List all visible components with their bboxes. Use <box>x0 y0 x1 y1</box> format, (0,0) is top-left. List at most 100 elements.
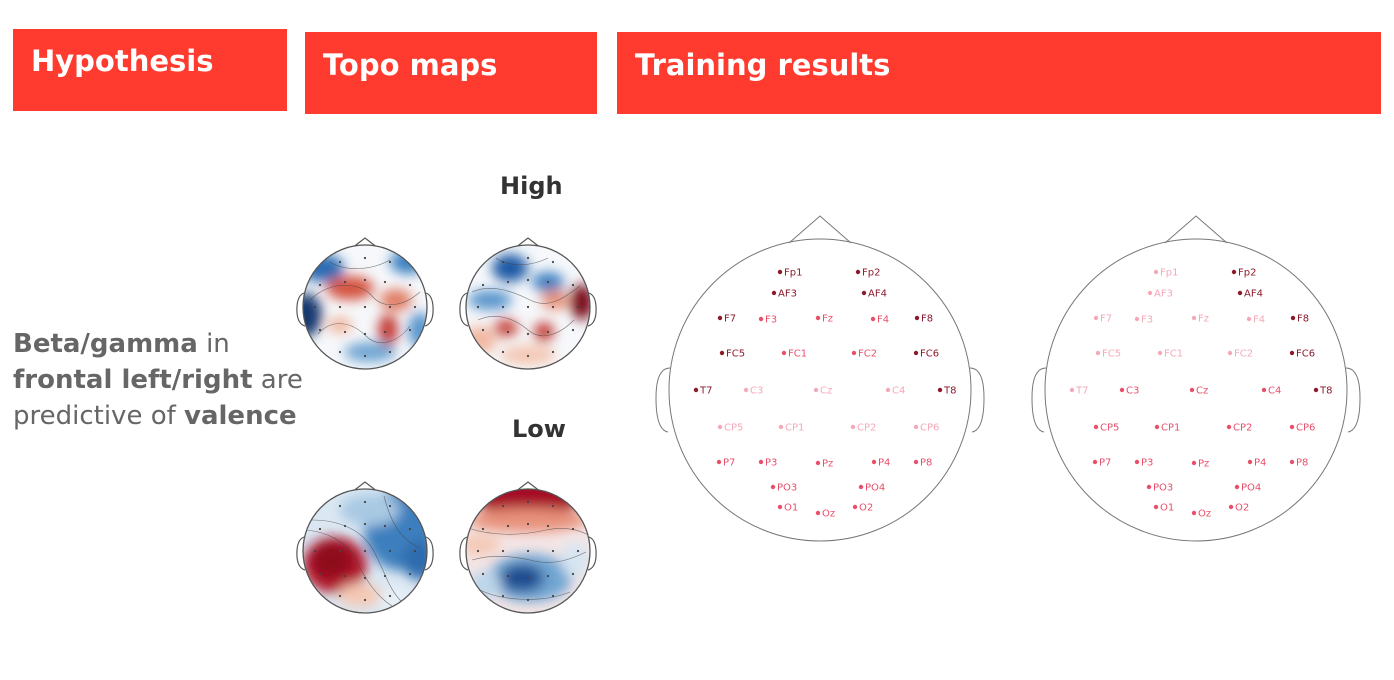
hyp-beta-gamma: Beta/gamma <box>13 329 198 359</box>
electrode-label-p8: P8 <box>920 458 932 469</box>
electrode-dot-fc5 <box>719 350 725 356</box>
electrode-label-po4: PO4 <box>865 483 885 494</box>
electrode-dot-p8 <box>913 459 919 465</box>
electrode-dot-f4 <box>1246 316 1252 322</box>
electrode-label-p7: P7 <box>1099 458 1111 469</box>
electrodes-right: Fp1 Fp2 AF3 AF4 F7 F3 Fz F4 F8 FC5 FC1 FC2 FC6 T7 C3 Cz… <box>1069 268 1332 520</box>
training-head-right: Fp1 Fp2 AF3 AF4 F7 F3 Fz F4 F8 FC5 FC1 FC2 FC6 T7 C3 Cz… <box>1031 215 1361 542</box>
electrode-label-c4: C4 <box>1268 386 1281 397</box>
electrode-label-fc1: FC1 <box>788 349 807 360</box>
electrode-dot-o1 <box>777 504 783 510</box>
electrode-dot-fc1 <box>781 350 787 356</box>
electrode-dot-fz <box>815 315 821 321</box>
electrode-label-fc1: FC1 <box>1164 349 1183 360</box>
electrode-label-p8: P8 <box>1296 458 1308 469</box>
electrode-label-fc2: FC2 <box>1234 349 1253 360</box>
electrode-label-f8: F8 <box>921 314 933 325</box>
electrode-label-cp2: CP2 <box>1233 423 1252 434</box>
header-topo-maps: Topo maps <box>305 32 597 114</box>
electrode-dot-p4 <box>1247 459 1253 465</box>
electrode-dot-f3 <box>1134 316 1140 322</box>
electrode-dot-fc6 <box>1289 350 1295 356</box>
electrode-dot-fp2 <box>855 269 861 275</box>
electrode-label-f3: F3 <box>765 315 777 326</box>
electrode-label-fc5: FC5 <box>726 349 745 360</box>
electrode-dot-po4 <box>1234 484 1240 490</box>
topo-low-label: Low <box>512 415 566 443</box>
electrode-dot-o2 <box>852 504 858 510</box>
electrode-label-t7: T7 <box>1075 386 1088 397</box>
electrode-label-cp1: CP1 <box>1161 423 1180 434</box>
electrode-dot-p8 <box>1289 459 1295 465</box>
electrode-label-fp2: Fp2 <box>1238 268 1256 279</box>
electrode-label-f4: F4 <box>1253 315 1265 326</box>
electrode-label-po3: PO3 <box>777 483 797 494</box>
electrode-dot-c3 <box>1119 387 1125 393</box>
electrode-label-af3: AF3 <box>1154 289 1173 300</box>
electrodes-left: Fp1 Fp2 AF3 AF4 F7 F3 Fz F4 F8 FC5 FC1 FC2 FC6 T7 C3 Cz… <box>693 268 956 520</box>
electrode-label-fp1: Fp1 <box>784 268 802 279</box>
electrode-dot-fz <box>1191 315 1197 321</box>
hyp-in: in <box>197 329 230 359</box>
topomap-low-1 <box>296 481 434 614</box>
electrode-label-af4: AF4 <box>868 289 887 300</box>
electrode-dot-fc2 <box>1227 350 1233 356</box>
electrode-label-cp1: CP1 <box>785 423 804 434</box>
electrode-dot-pz <box>815 460 821 466</box>
electrode-dot-fc1 <box>1157 350 1163 356</box>
electrode-label-t8: T8 <box>1319 386 1332 397</box>
electrode-label-f8: F8 <box>1297 314 1309 325</box>
electrode-dot-af4 <box>861 290 867 296</box>
electrode-dot-t8 <box>1313 387 1319 393</box>
electrode-label-fz: Fz <box>822 314 833 325</box>
electrode-dot-po3 <box>770 484 776 490</box>
electrode-dot-o1 <box>1153 504 1159 510</box>
electrode-dot-f7 <box>1093 315 1099 321</box>
electrode-label-c3: C3 <box>1126 386 1139 397</box>
electrode-label-fc6: FC6 <box>920 349 939 360</box>
electrode-label-c3: C3 <box>750 386 763 397</box>
electrode-dot-fp1 <box>777 269 783 275</box>
electrode-label-t7: T7 <box>699 386 712 397</box>
electrode-dot-f8 <box>914 315 920 321</box>
electrode-label-fp2: Fp2 <box>862 268 880 279</box>
electrode-dot-c4 <box>885 387 891 393</box>
electrode-dot-af3 <box>1147 290 1153 296</box>
electrode-dot-pz <box>1191 460 1197 466</box>
electrode-label-fc6: FC6 <box>1296 349 1315 360</box>
electrode-dot-p7 <box>716 459 722 465</box>
training-head-left: Fp1 Fp2 AF3 AF4 F7 F3 Fz F4 F8 FC5 FC1 FC2 FC6 T7 C3 Cz… <box>655 215 985 542</box>
electrode-label-fc2: FC2 <box>858 349 877 360</box>
electrode-dot-cp2 <box>1226 424 1232 430</box>
hyp-valence: valence <box>184 401 297 431</box>
electrode-dot-f8 <box>1290 315 1296 321</box>
electrode-label-fz: Fz <box>1198 314 1209 325</box>
electrode-label-o1: O1 <box>784 503 798 514</box>
electrode-dot-oz <box>1191 510 1197 516</box>
hyp-frontal: frontal left/right <box>13 365 253 395</box>
electrode-label-f3: F3 <box>1141 315 1153 326</box>
electrode-dot-cp2 <box>850 424 856 430</box>
electrode-label-o2: O2 <box>859 503 873 514</box>
electrode-label-cp6: CP6 <box>1296 423 1315 434</box>
electrode-label-fp1: Fp1 <box>1160 268 1178 279</box>
electrode-dot-cp6 <box>913 424 919 430</box>
electrode-dot-fp1 <box>1153 269 1159 275</box>
header-hypothesis: Hypothesis <box>13 29 287 111</box>
electrode-dot-f7 <box>717 315 723 321</box>
electrode-label-cp5: CP5 <box>1100 423 1119 434</box>
electrode-label-f7: F7 <box>724 314 736 325</box>
electrode-dot-cp5 <box>1093 424 1099 430</box>
topomap-high-2 <box>459 237 597 370</box>
electrode-label-p7: P7 <box>723 458 735 469</box>
electrode-dot-p3 <box>1134 459 1140 465</box>
electrode-label-af4: AF4 <box>1244 289 1263 300</box>
header-training-results: Training results <box>617 32 1381 114</box>
electrode-label-p4: P4 <box>1254 458 1266 469</box>
electrode-dot-t8 <box>937 387 943 393</box>
topo-high-label: High <box>500 172 563 200</box>
electrode-dot-cz <box>1189 387 1195 393</box>
electrode-dot-f4 <box>870 316 876 322</box>
hypothesis-text: Beta/gamma in frontal left/right are pre… <box>13 326 303 434</box>
